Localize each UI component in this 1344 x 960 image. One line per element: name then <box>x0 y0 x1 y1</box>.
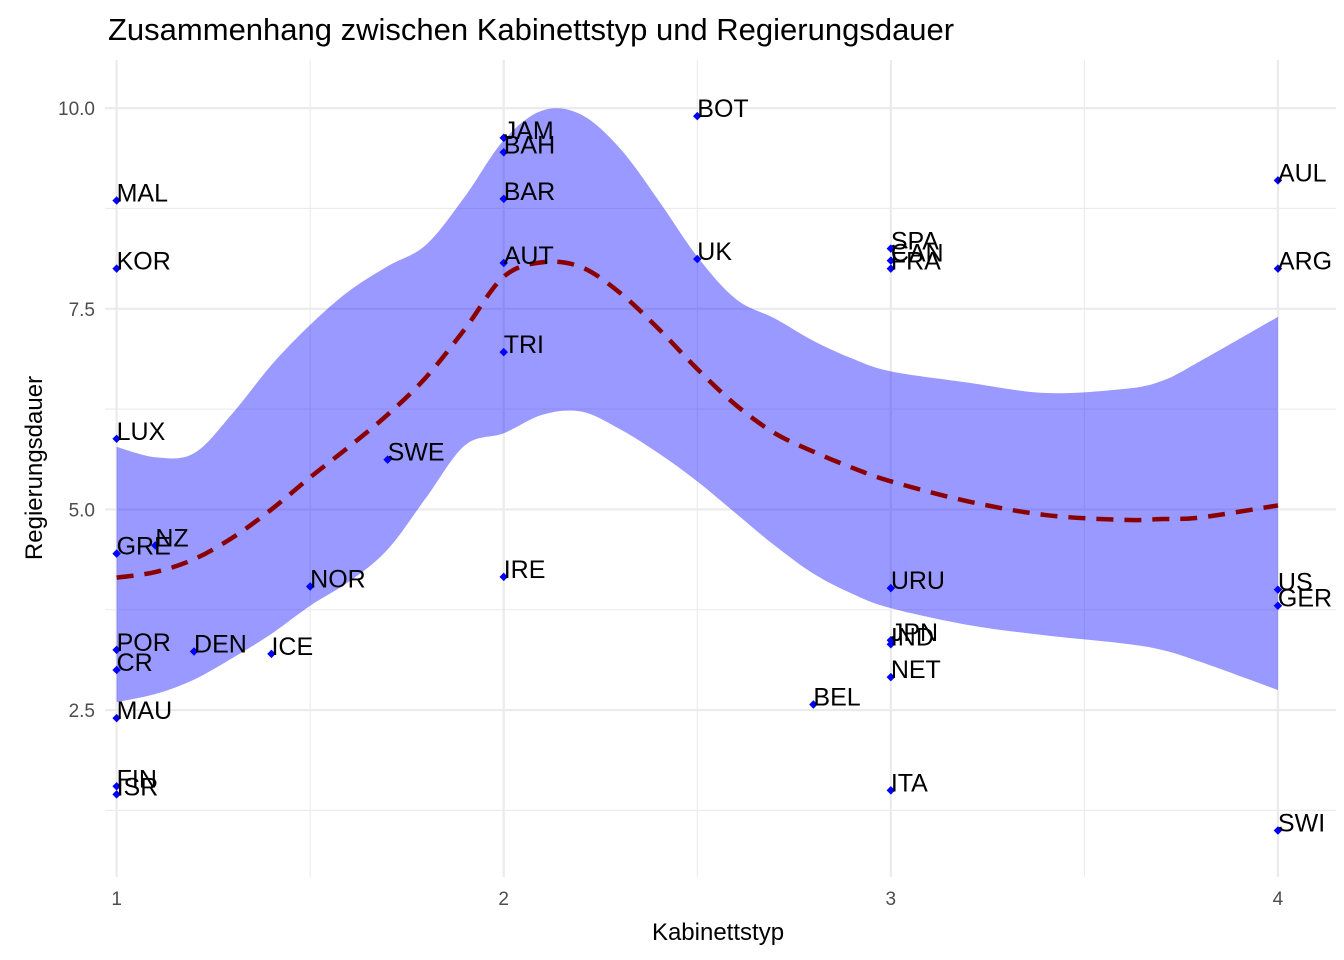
point-label: GER <box>1278 585 1332 613</box>
grid <box>105 60 1336 877</box>
point-label: MAL <box>117 179 169 207</box>
data-point <box>886 672 896 682</box>
point-label: US <box>1278 569 1313 597</box>
point-label: CR <box>117 649 153 677</box>
x-tick-label: 1 <box>111 889 122 910</box>
confidence-ribbon <box>116 108 1278 703</box>
data-point <box>886 786 896 795</box>
point-label: SWE <box>388 439 445 467</box>
data-point <box>1273 585 1283 594</box>
point-label: LUX <box>117 418 166 446</box>
point-label: IRE <box>504 556 546 584</box>
point-label: SWI <box>1278 809 1325 837</box>
chart-title: Zusammenhang zwischen Kabinettstyp und R… <box>108 12 954 47</box>
axis-ticks: 1 2 3 4 2.5 5.0 7.5 10.0 <box>58 99 1284 910</box>
data-point <box>305 582 315 591</box>
data-point <box>886 264 896 273</box>
point-label: SPA <box>891 228 939 256</box>
data-point <box>693 254 702 264</box>
y-axis-title: Regierungsdauer <box>21 376 48 560</box>
point-label: ARG <box>1278 248 1332 276</box>
point-label: GRE <box>117 533 171 561</box>
point-label: IND <box>891 623 934 651</box>
point-label: KOR <box>117 248 171 276</box>
point-label: FIN <box>117 765 157 793</box>
data-point <box>499 194 508 204</box>
point-label: UK <box>697 238 732 266</box>
point-label: ICE <box>271 633 313 661</box>
point-label: BAH <box>504 131 555 159</box>
point-label: AUL <box>1278 159 1327 187</box>
y-tick-label: 2.5 <box>69 701 95 722</box>
point-label: NZ <box>155 525 188 553</box>
data-point <box>112 196 121 205</box>
data-point <box>1273 601 1283 610</box>
point-label: NET <box>891 656 941 684</box>
y-tick-label: 5.0 <box>69 500 95 521</box>
point-label: DEN <box>194 630 247 658</box>
data-point <box>886 640 896 649</box>
data-point <box>499 133 508 143</box>
y-tick-label: 10.0 <box>58 99 95 120</box>
data-point <box>886 256 896 265</box>
data-point <box>886 583 896 593</box>
x-tick-label: 3 <box>886 889 897 910</box>
point-label: BOT <box>697 95 748 123</box>
confidence-band <box>116 108 1278 703</box>
x-axis-title: Kabinettstyp <box>652 919 784 946</box>
data-point <box>112 264 121 273</box>
point-label: TRI <box>504 331 544 359</box>
data-point <box>383 455 392 464</box>
data-point <box>1273 826 1283 835</box>
point-label: POR <box>117 629 171 657</box>
point-label: FRA <box>891 248 941 276</box>
y-tick-label: 7.5 <box>69 300 95 321</box>
point-label: JPN <box>891 619 938 647</box>
data-point <box>809 700 818 709</box>
data-point <box>112 434 121 444</box>
point-label: BEL <box>813 683 860 711</box>
x-tick-label: 2 <box>498 889 509 910</box>
data-point <box>499 572 508 582</box>
point-label: ISR <box>117 773 159 801</box>
data-point <box>499 148 508 157</box>
data-point <box>267 649 276 659</box>
point-label: AUT <box>504 242 554 270</box>
x-tick-label: 4 <box>1273 889 1284 910</box>
data-point <box>499 347 508 357</box>
point-label: NOR <box>310 565 366 593</box>
point-label: ITA <box>891 769 928 797</box>
point-label: JAM <box>504 117 554 145</box>
point-label: MAU <box>117 697 173 725</box>
point-label: CAN <box>891 240 944 268</box>
point-label: URU <box>891 567 945 595</box>
point-label: BAR <box>504 178 555 206</box>
data-point <box>499 258 508 268</box>
data-point <box>1273 264 1283 273</box>
